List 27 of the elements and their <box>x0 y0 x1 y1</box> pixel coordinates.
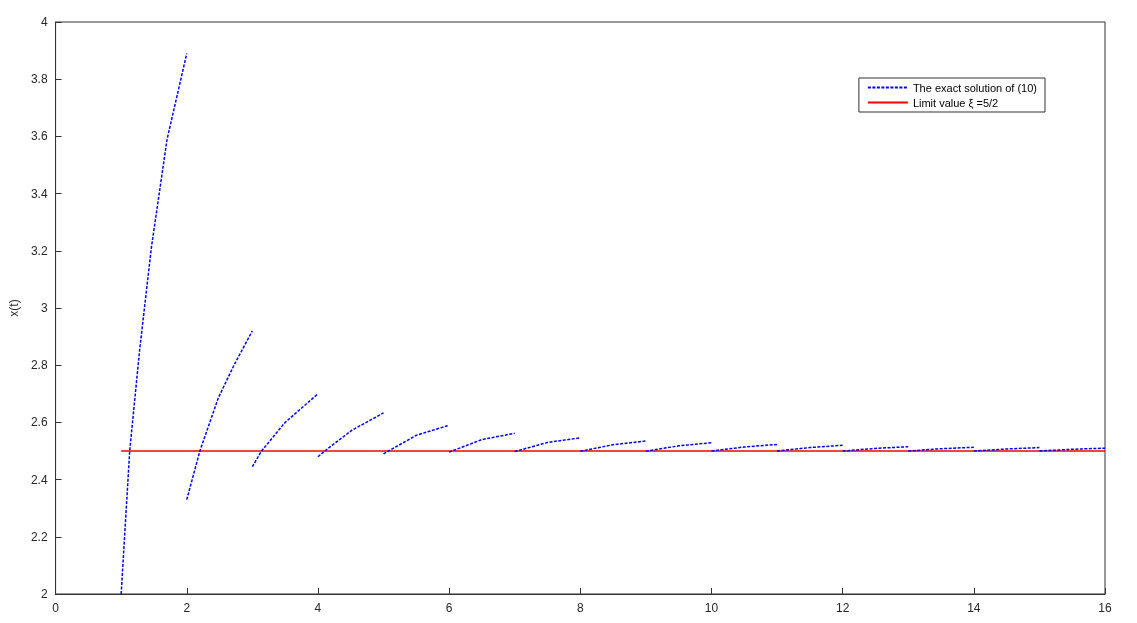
line-series <box>186 330 254 501</box>
x-tick-label: 0 <box>52 601 60 615</box>
x-tick-label: 14 <box>967 601 981 615</box>
x-tick-label: 16 <box>1098 601 1112 615</box>
line-series <box>120 52 188 595</box>
y-tick-label: 4 <box>40 15 48 29</box>
y-tick-label: 3.6 <box>30 129 48 144</box>
x-tick-label: 10 <box>704 601 719 615</box>
x-tick-label: 2 <box>183 601 191 615</box>
y-tick-label: 3.2 <box>30 243 48 258</box>
x-tick-label: 4 <box>314 601 322 615</box>
y-tick-label: 2 <box>40 587 48 601</box>
y-tick-label: 3 <box>40 301 48 315</box>
y-axis-title: x(t) <box>7 299 21 317</box>
y-tick-label: 2.6 <box>30 415 48 430</box>
y-tick-label: 2.4 <box>30 472 48 487</box>
legend-label: The exact solution of (10) <box>912 81 1037 94</box>
legend-label: Limit value ξ =5/2 <box>912 96 999 109</box>
x-tick-label: 12 <box>835 601 850 615</box>
line-series <box>251 393 319 468</box>
y-tick-label: 2.2 <box>30 529 48 544</box>
y-tick-label: 3.4 <box>30 186 48 201</box>
x-tick-label: 6 <box>445 601 453 615</box>
x-tick-label: 8 <box>576 601 584 615</box>
y-tick-label: 3.8 <box>30 72 48 87</box>
line-series <box>317 412 385 458</box>
y-tick-label: 2.8 <box>30 358 48 373</box>
